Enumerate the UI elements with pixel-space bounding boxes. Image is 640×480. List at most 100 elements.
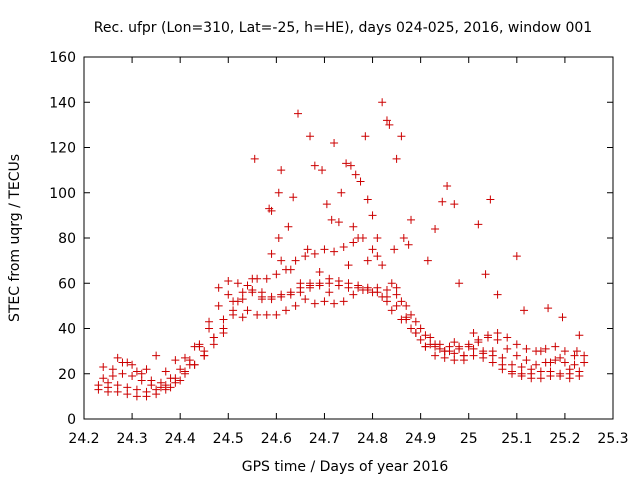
- data-point: [421, 342, 430, 351]
- chart-title: Rec. ufpr (Lon=310, Lat=-25, h=HE), days…: [94, 20, 592, 36]
- data-point: [137, 376, 146, 385]
- data-point: [344, 261, 353, 270]
- data-point: [205, 317, 214, 326]
- data-point: [104, 378, 113, 387]
- data-point: [488, 347, 497, 356]
- data-point: [104, 387, 113, 396]
- data-point: [349, 222, 358, 231]
- data-point: [334, 281, 343, 290]
- data-point: [440, 353, 449, 362]
- data-point: [147, 381, 156, 390]
- y-tick-label: 80: [58, 231, 76, 247]
- data-point: [416, 335, 425, 344]
- data-point: [342, 159, 351, 168]
- data-point: [368, 245, 377, 254]
- data-point: [438, 197, 447, 206]
- data-point: [320, 297, 329, 306]
- data-point: [390, 245, 399, 254]
- data-point: [238, 295, 247, 304]
- data-point: [128, 372, 137, 381]
- data-point: [229, 306, 238, 315]
- data-point: [209, 333, 218, 342]
- data-point: [373, 234, 382, 242]
- data-point: [214, 283, 223, 292]
- data-point: [445, 342, 454, 351]
- data-point: [483, 331, 492, 340]
- data-point: [426, 340, 435, 349]
- data-point: [315, 281, 324, 290]
- data-point: [152, 390, 161, 399]
- y-tick-label: 40: [58, 322, 76, 338]
- data-point: [580, 358, 589, 367]
- data-point: [498, 365, 507, 374]
- data-point: [358, 286, 367, 295]
- data-point: [176, 365, 185, 374]
- data-point: [123, 390, 132, 399]
- data-point: [262, 274, 271, 283]
- data-point: [450, 356, 459, 365]
- data-point: [536, 367, 545, 376]
- x-tick-label: 24.4: [165, 431, 196, 447]
- data-point: [493, 290, 502, 299]
- x-tick-label: 24.6: [261, 431, 292, 447]
- data-point: [132, 385, 141, 394]
- data-point: [349, 290, 358, 299]
- data-point: [493, 329, 502, 338]
- data-point: [575, 372, 584, 381]
- data-point: [113, 381, 122, 390]
- data-point: [464, 340, 473, 349]
- data-point: [455, 342, 464, 351]
- data-point: [522, 344, 531, 353]
- data-point: [541, 344, 550, 353]
- data-point: [493, 335, 502, 344]
- y-tick-label: 100: [49, 186, 76, 202]
- data-point: [219, 315, 228, 324]
- data-point: [486, 195, 495, 204]
- y-tick-label: 160: [49, 50, 76, 66]
- data-point: [411, 317, 420, 326]
- data-point: [382, 286, 391, 295]
- data-point: [397, 132, 406, 141]
- data-point: [407, 324, 416, 333]
- y-tick-label: 20: [58, 367, 76, 383]
- data-point: [284, 222, 293, 231]
- data-point: [544, 304, 553, 313]
- data-point: [580, 351, 589, 360]
- data-point: [337, 188, 346, 197]
- data-point: [166, 383, 175, 392]
- data-point: [128, 360, 137, 369]
- data-point: [123, 383, 132, 392]
- data-point: [200, 347, 209, 356]
- data-point: [556, 372, 565, 381]
- data-point: [94, 385, 103, 394]
- data-point: [527, 365, 536, 374]
- data-point: [421, 331, 430, 340]
- data-point: [469, 329, 478, 338]
- data-point: [152, 351, 161, 360]
- data-point: [108, 372, 117, 381]
- data-point: [291, 301, 300, 310]
- data-point: [281, 306, 290, 315]
- data-point: [286, 290, 295, 299]
- data-point: [498, 353, 507, 362]
- data-point: [503, 333, 512, 342]
- data-point: [431, 224, 440, 233]
- data-point: [161, 385, 170, 394]
- data-point: [99, 362, 108, 371]
- data-point: [392, 290, 401, 299]
- x-tick-label: 25: [460, 431, 478, 447]
- data-point: [301, 295, 310, 304]
- data-point: [517, 372, 526, 381]
- data-point: [387, 306, 396, 315]
- data-point: [450, 349, 459, 358]
- data-point: [382, 116, 391, 125]
- plot-frame: [83, 56, 614, 420]
- y-tick-label: 140: [49, 95, 76, 111]
- data-point: [243, 306, 252, 315]
- data-point: [306, 132, 315, 141]
- data-point: [238, 288, 247, 297]
- data-point: [431, 351, 440, 360]
- data-point: [373, 252, 382, 261]
- x-tick-label: 24.3: [117, 431, 148, 447]
- data-point: [339, 297, 348, 306]
